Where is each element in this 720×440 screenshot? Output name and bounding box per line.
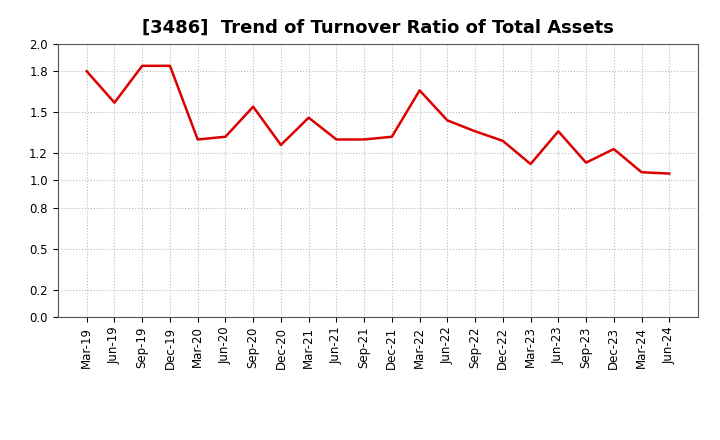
- Title: [3486]  Trend of Turnover Ratio of Total Assets: [3486] Trend of Turnover Ratio of Total …: [142, 19, 614, 37]
